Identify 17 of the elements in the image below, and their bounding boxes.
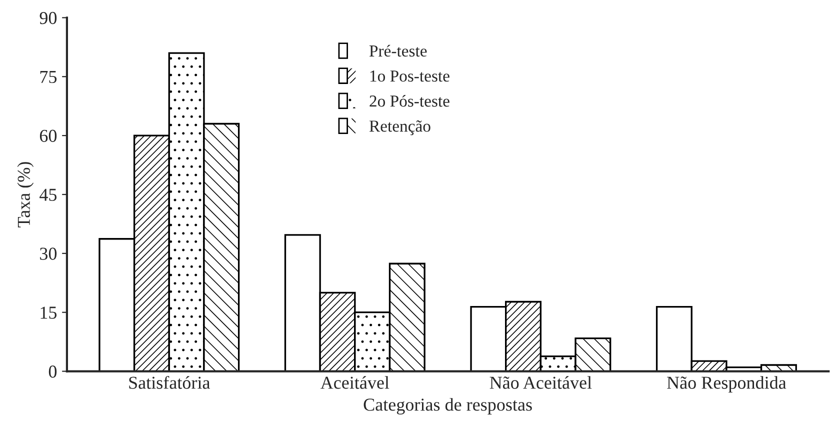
x-tick-label: Não Respondida [667,376,786,393]
y-tick-label: 0 [48,366,57,378]
y-tick-label: 15 [40,306,57,319]
x-axis-title: Categorias de respostas [364,398,532,414]
y-tick-label: 45 [40,188,57,201]
y-axis-title: Taxa (%) [17,162,34,228]
y-tick-label: 75 [40,71,57,84]
y-tick-label: 30 [40,248,57,260]
legend-label: Retenção [369,120,430,136]
x-tick-label: Aceitável [320,376,390,389]
x-tick-label: Satisfatória [129,376,210,389]
legend-label: Pré-teste [369,44,427,57]
legend-label: 1o Pos-teste [370,70,450,82]
y-tick-label: 60 [40,130,57,142]
legend-label: 2o Pós-teste [370,94,450,107]
y-tick-label: 90 [40,12,57,24]
x-tick-label: Não Aceitável [490,376,592,389]
